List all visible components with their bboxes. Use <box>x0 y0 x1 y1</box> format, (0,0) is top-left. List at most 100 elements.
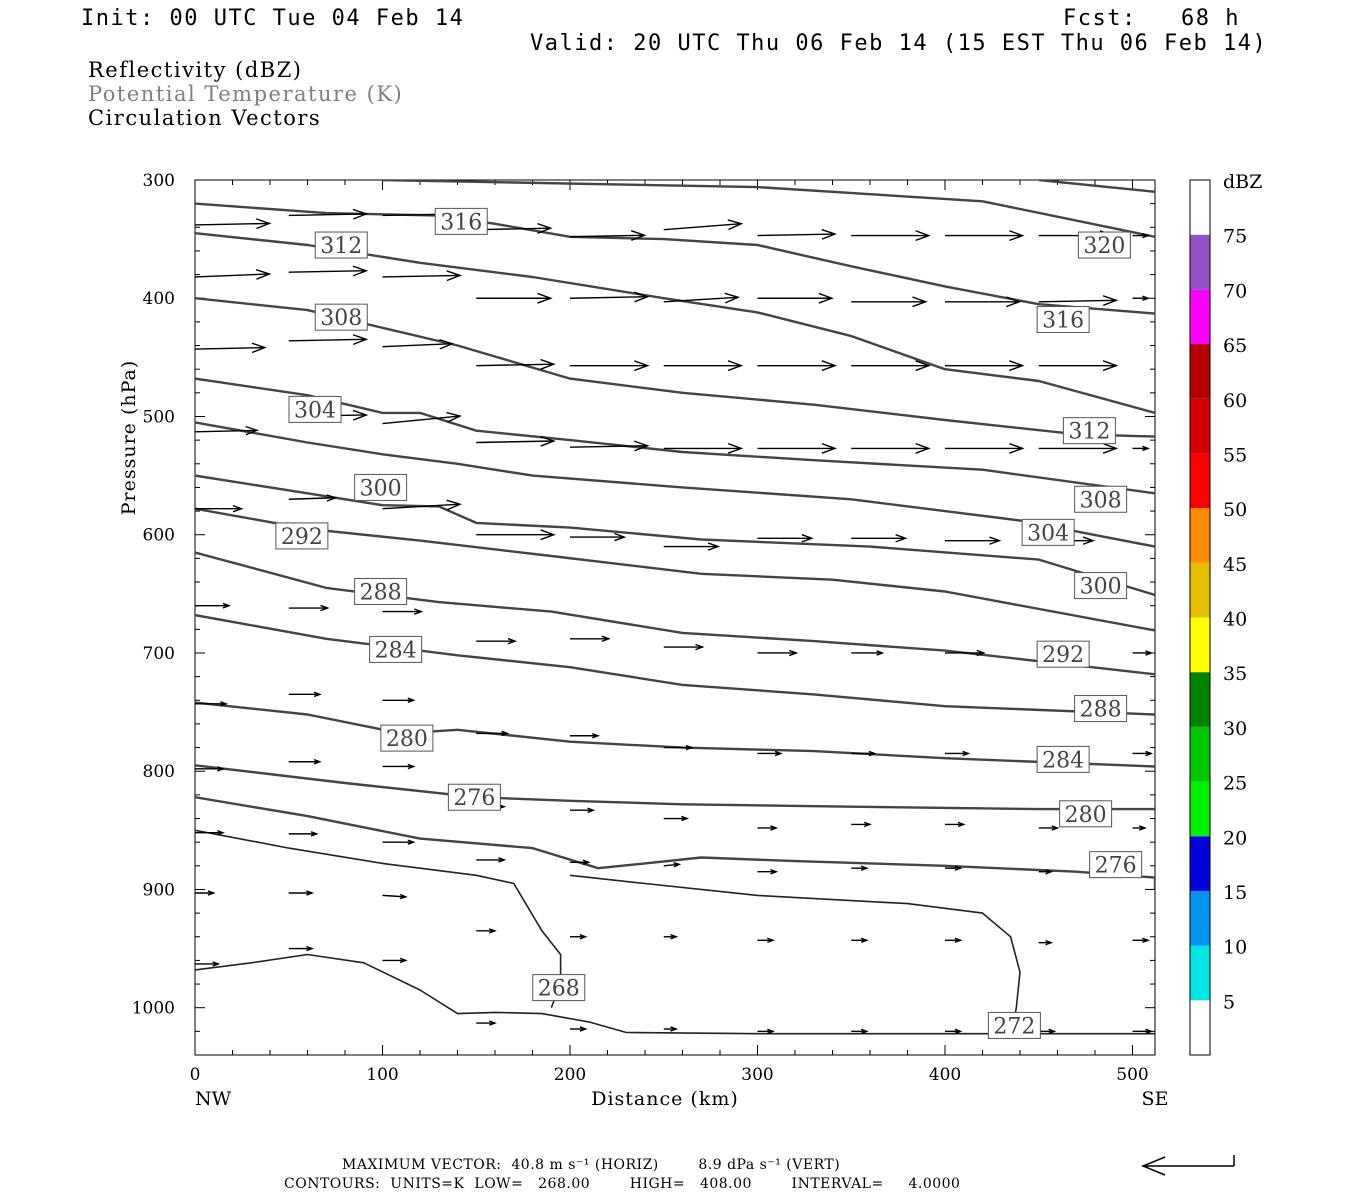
contour-label-box <box>288 395 342 423</box>
y-tick-label: 500 <box>143 407 175 427</box>
isentrope-272 <box>569 874 1021 1030</box>
colorbar-label: 75 <box>1223 226 1247 248</box>
circulation-vector <box>194 346 265 350</box>
contour-label-box <box>380 724 434 752</box>
colorbar-title: dBZ <box>1223 171 1262 193</box>
circulation-vector <box>382 894 406 898</box>
x-end-label-left: NW <box>195 1088 232 1110</box>
circulation-vector-head <box>863 821 872 828</box>
x-tick-label: 200 <box>554 1065 586 1085</box>
colorbar-label: 70 <box>1223 280 1247 302</box>
forecast-hour: Fcst: 68 h <box>1063 6 1240 31</box>
circulation-vector-head <box>957 821 966 828</box>
contour-label: 304 <box>294 398 336 423</box>
field-label-vectors: Circulation Vectors <box>88 106 322 130</box>
circulation-vector <box>569 445 648 448</box>
colorbar-bin <box>1190 890 1210 946</box>
contour-label-box <box>532 974 586 1002</box>
contour-info: CONTOURS: UNITS=K LOW= 268.00 HIGH= 408.… <box>284 1176 961 1192</box>
contour-label-box <box>354 473 408 501</box>
circulation-vector-head <box>222 602 232 609</box>
circulation-vector-head <box>232 504 244 513</box>
circulation-vector-head <box>801 534 814 543</box>
circulation-vector-head <box>821 360 838 372</box>
contour-label: 268 <box>538 977 580 1002</box>
circulation-vector-head <box>727 360 744 372</box>
circulation-vector-head <box>1009 360 1025 372</box>
circulation-vector-head <box>634 440 650 452</box>
isentrope-332 <box>1038 180 1155 193</box>
circulation-vector-head <box>1102 442 1119 454</box>
colorbar-label: 50 <box>1223 499 1247 521</box>
contour-label: 276 <box>453 786 495 811</box>
circulation-vector <box>663 863 680 867</box>
contour-label-group: 316 312 320 308 316 304 312 300 308 292 304 288 300 2… <box>275 207 1143 1039</box>
circulation-vector-head <box>439 338 455 350</box>
colorbar-bin <box>1190 836 1210 891</box>
field-label-theta: Potential Temperature (K) <box>88 82 404 106</box>
colorbar-label: 30 <box>1223 718 1247 740</box>
x-axis-label: Distance (km) <box>591 1088 739 1110</box>
circulation-vector-head <box>630 230 647 241</box>
reference-vector-head <box>1141 1156 1166 1176</box>
contour-label-box <box>434 207 488 235</box>
contour-label-box <box>987 1011 1041 1039</box>
plot-frame <box>194 179 1156 1056</box>
contour-label: 316 <box>1042 309 1084 334</box>
x-end-label-right: SE <box>1142 1088 1169 1110</box>
circulation-vector-head <box>770 869 779 875</box>
colorbar-label: 40 <box>1223 609 1247 631</box>
contour-label: 312 <box>1068 420 1110 445</box>
circulation-vector-head <box>488 1020 497 1026</box>
circulation-vector-head <box>592 733 600 739</box>
circulation-vector-head <box>498 857 507 863</box>
circulation-vector-head <box>313 759 322 765</box>
circulation-vector-head <box>707 542 721 551</box>
contour-label-box <box>314 231 368 259</box>
circulation-vector-head <box>860 1028 869 1035</box>
colorbar-bin <box>1190 562 1210 618</box>
circulation-vector-head <box>212 961 221 967</box>
circulation-vector <box>476 440 554 444</box>
contour-label: 312 <box>320 234 362 259</box>
circulation-vector-head <box>1142 937 1151 944</box>
circulation-vector-head <box>860 865 869 871</box>
y-axis-label: Pressure (hPa) <box>118 360 140 516</box>
circulation-vector-head <box>818 292 834 304</box>
circulation-vector <box>569 296 648 299</box>
circulation-vector <box>194 273 270 278</box>
contour-label-box <box>354 577 408 605</box>
circulation-vector <box>288 338 367 342</box>
colorbar-bin <box>1190 617 1210 673</box>
y-tick-label: 600 <box>143 526 175 546</box>
colorbar: 5 10 15 20 25 30 35 40 45 50 55 60 65 70 75 dBZ <box>1189 171 1262 1056</box>
circulation-vector-head <box>695 643 705 651</box>
circulation-vector-head <box>352 265 369 277</box>
circulation-vector <box>194 222 270 226</box>
isentrope-312 <box>195 377 1155 495</box>
colorbar-bin <box>1190 234 1210 290</box>
contour-label-box <box>1021 518 1075 546</box>
y-tick-label: 700 <box>143 644 175 664</box>
circulation-vector <box>757 233 836 237</box>
circulation-vector-head <box>537 292 553 304</box>
isentrope-272 <box>195 829 562 1008</box>
circulation-vector-head <box>582 859 591 865</box>
circulation-vector-head <box>446 270 463 282</box>
circulation-vector-head <box>407 697 416 703</box>
circulation-vector-head <box>954 1028 963 1035</box>
circulation-vector-head <box>685 744 694 751</box>
circulation-vector-head <box>1045 939 1054 946</box>
circulation-vector-head <box>1142 295 1151 301</box>
contour-label-box <box>447 783 501 811</box>
circulation-vector-head <box>962 750 971 757</box>
circulation-vector-head <box>915 230 931 242</box>
circulation-vector-head <box>1142 232 1151 239</box>
circulation-vector-head <box>724 292 741 304</box>
circulation-vector-head <box>989 536 1002 545</box>
circulation-vector-head <box>399 893 408 900</box>
circulation-vector <box>382 343 453 348</box>
contour-label: 280 <box>1065 803 1107 828</box>
circulation-vector-head <box>915 442 931 454</box>
contour-label: 316 <box>440 210 482 235</box>
